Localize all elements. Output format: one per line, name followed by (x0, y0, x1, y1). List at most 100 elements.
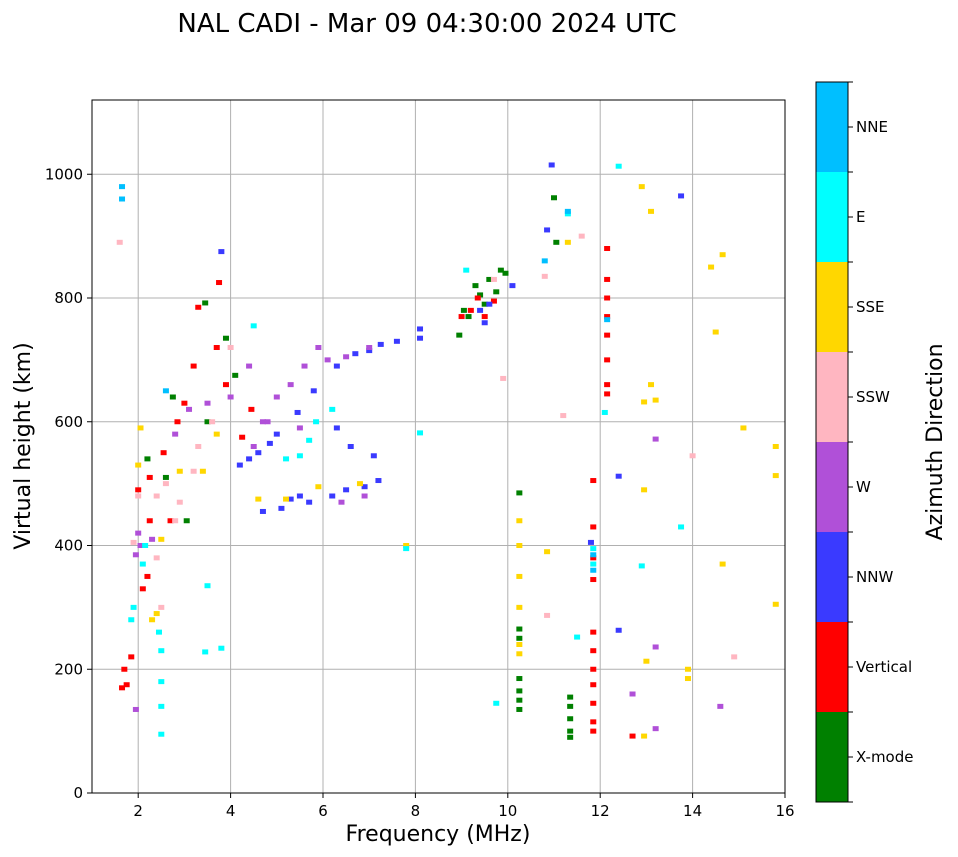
data-point (548, 162, 555, 168)
data-point (246, 456, 253, 462)
data-point (472, 283, 479, 289)
colorbar: X-mode Vertical NNW W SSW SSE E NNE (815, 81, 913, 803)
data-point (604, 332, 611, 338)
data-point (135, 462, 142, 468)
data-point (158, 731, 165, 737)
data-point (590, 700, 597, 706)
data-point (232, 372, 239, 378)
colorbar-swatch (816, 82, 848, 172)
x-tick-label: 10 (498, 802, 517, 820)
data-point (273, 431, 280, 437)
data-point (239, 434, 246, 440)
colorbar-swatch (816, 712, 848, 802)
data-point (183, 518, 190, 524)
data-point (283, 456, 290, 462)
data-point (333, 425, 340, 431)
data-point (541, 273, 548, 279)
data-point (467, 307, 474, 313)
x-axis-label: Frequency (MHz) (346, 822, 531, 847)
data-point (174, 419, 181, 425)
data-point (578, 233, 585, 239)
data-point (516, 635, 523, 641)
data-point (347, 444, 354, 449)
data-point (638, 184, 645, 190)
data-point (740, 425, 747, 431)
series-w (132, 345, 724, 732)
data-point (648, 382, 655, 388)
data-point (338, 499, 345, 505)
data-point (486, 301, 493, 307)
colorbar-swatch (816, 532, 848, 622)
x-tick-label: 14 (683, 802, 702, 820)
data-point (158, 679, 165, 685)
data-point (544, 227, 551, 233)
data-point (361, 484, 368, 490)
y-tick-label: 600 (54, 413, 83, 431)
data-point (590, 552, 597, 558)
data-point (604, 314, 611, 320)
data-point (181, 400, 188, 406)
data-point (236, 462, 243, 468)
data-point (590, 561, 597, 567)
colorbar-label: Azimuth Direction (923, 343, 948, 540)
data-point (139, 586, 146, 592)
colorbar-tick-label: NNW (856, 568, 893, 586)
data-point (590, 577, 597, 583)
data-point (190, 468, 197, 474)
data-point (137, 543, 144, 548)
data-point (315, 345, 322, 350)
data-point (604, 295, 611, 301)
data-point (146, 474, 153, 480)
data-points (116, 162, 779, 740)
data-point (403, 546, 410, 552)
data-point (158, 536, 165, 542)
data-point (652, 726, 659, 732)
y-axis-label: Virtual height (km) (11, 342, 36, 549)
data-point (227, 394, 234, 400)
data-point (255, 450, 262, 456)
data-point (273, 394, 280, 400)
data-point (343, 354, 350, 360)
data-point (590, 728, 597, 734)
colorbar-tick-label: NNE (856, 118, 888, 136)
data-point (678, 524, 685, 530)
data-point (465, 314, 472, 320)
data-point (135, 487, 142, 493)
data-point (202, 649, 209, 655)
data-point (516, 573, 523, 579)
data-point (128, 654, 135, 660)
data-point (310, 388, 317, 394)
data-point (128, 617, 135, 623)
data-point (132, 706, 139, 712)
x-tick-label: 8 (411, 802, 421, 820)
data-point (590, 648, 597, 654)
data-point (204, 400, 211, 406)
x-tick-label: 4 (226, 802, 236, 820)
colorbar-tick-label: SSE (856, 298, 885, 316)
data-point (648, 208, 655, 214)
data-point (250, 444, 257, 449)
data-point (541, 258, 548, 264)
data-point (266, 440, 273, 446)
colorbar-tick-label: SSW (856, 388, 890, 406)
data-point (604, 382, 611, 388)
data-point (712, 329, 719, 335)
data-point (306, 437, 313, 443)
data-point (516, 543, 523, 548)
data-point (287, 496, 294, 502)
data-point (604, 276, 611, 282)
series-vertical (119, 246, 636, 739)
data-point (377, 341, 384, 347)
data-point (587, 539, 594, 545)
data-point (456, 332, 463, 338)
data-point (121, 666, 128, 672)
data-point (590, 567, 597, 573)
data-point (615, 473, 622, 479)
data-point (590, 682, 597, 688)
series-nnw (218, 162, 685, 633)
data-point (153, 493, 160, 499)
data-point (149, 536, 156, 542)
data-point (213, 431, 220, 437)
data-point (278, 505, 285, 511)
data-point (502, 270, 509, 276)
